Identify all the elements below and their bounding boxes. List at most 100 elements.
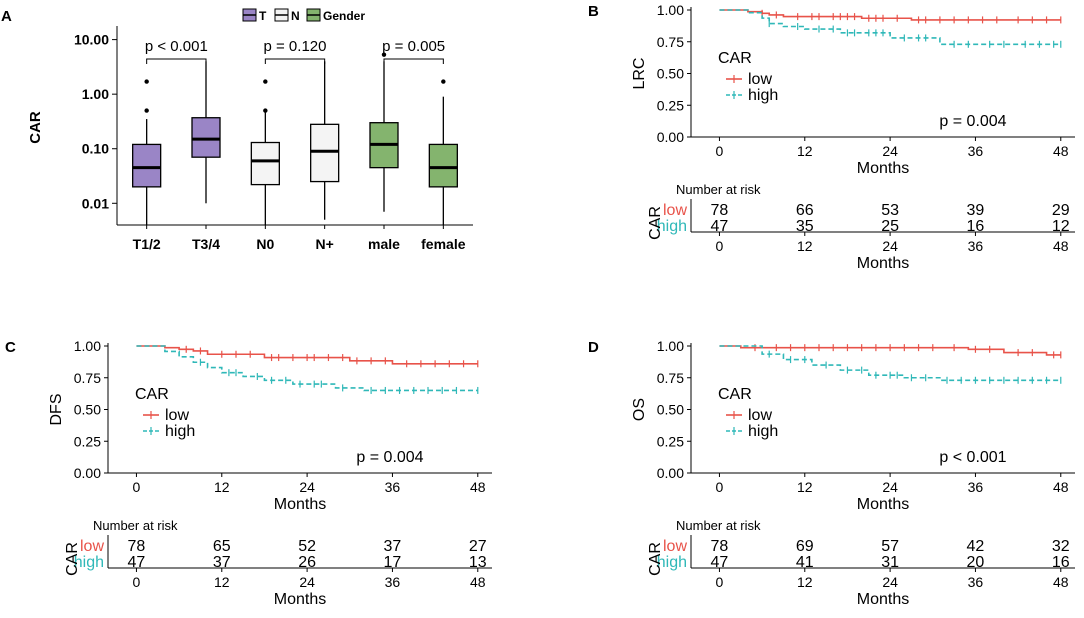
risk-count: 31	[881, 554, 899, 571]
outlier-point	[263, 108, 268, 113]
risk-count: 78	[711, 538, 729, 555]
logrank-p-value: p = 0.004	[939, 113, 1006, 130]
risk-count: 13	[469, 554, 487, 571]
risk-count: 53	[881, 202, 899, 219]
outlier-point	[381, 52, 387, 57]
y-axis-title: LRC	[631, 57, 648, 89]
panel-label: B	[588, 3, 599, 20]
significance-bracket	[264, 58, 326, 64]
risk-count: 41	[796, 554, 814, 571]
x-tick-label: T3/4	[192, 236, 220, 252]
x-tick-label: 36	[968, 143, 984, 159]
x-tick-label: 36	[968, 479, 984, 495]
y-tick-label: 0.25	[657, 433, 684, 449]
outlier-point	[144, 108, 149, 113]
risk-table-x-title: Months	[274, 591, 326, 608]
legend-title: CAR	[135, 386, 169, 403]
risk-count: 69	[796, 538, 814, 555]
x-tick-label: T1/2	[133, 236, 161, 252]
risk-x-tick-label: 48	[1053, 574, 1069, 590]
outlier-point	[441, 79, 446, 84]
logrank-p-value: p < 0.001	[939, 449, 1006, 466]
risk-count: 16	[967, 218, 985, 235]
panel-label: D	[588, 339, 599, 356]
box-n-	[310, 61, 340, 220]
y-axis-title: OS	[631, 398, 648, 421]
x-tick-label: 12	[797, 479, 813, 495]
risk-x-tick-label: 48	[1053, 238, 1069, 254]
y-tick-label: 1.00	[657, 338, 684, 354]
y-tick-label: 0.01	[82, 195, 109, 211]
risk-count: 29	[1052, 202, 1070, 219]
panel-a-boxplot: A 0.01 0.10 1.00 10.00 CAR T1/2 T3/4 N0 N+ male fem…	[1, 8, 473, 252]
outlier-point	[144, 79, 149, 84]
legend-label-low: low	[165, 407, 189, 424]
risk-count: 35	[796, 218, 814, 235]
risk-count: 66	[796, 202, 814, 219]
iqr-box	[428, 143, 458, 188]
p-value-label: p < 0.001	[145, 38, 208, 55]
box-n0	[250, 79, 280, 225]
risk-x-tick-label: 24	[299, 574, 315, 590]
risk-count: 25	[881, 218, 899, 235]
iqr-box	[191, 117, 221, 158]
y-tick-label: 0.75	[657, 370, 684, 386]
risk-x-tick-label: 0	[133, 574, 141, 590]
risk-x-tick-label: 12	[797, 238, 813, 254]
risk-table-y-title: CAR	[647, 206, 664, 240]
p-value-label: p = 0.005	[382, 38, 445, 55]
risk-count: 20	[967, 554, 985, 571]
risk-count: 42	[967, 538, 985, 555]
risk-x-tick-label: 12	[797, 574, 813, 590]
outlier-point	[263, 79, 268, 84]
x-tick-label: 0	[133, 479, 141, 495]
risk-count: 52	[298, 538, 316, 555]
risk-count: 17	[384, 554, 402, 571]
y-tick-label: 0.50	[657, 402, 684, 418]
x-tick-label: 48	[1053, 143, 1069, 159]
legend-label-high: high	[748, 87, 778, 104]
iqr-box	[250, 141, 280, 186]
significance-bracket	[383, 58, 444, 64]
x-tick-label: male	[368, 236, 400, 252]
y-tick-label: 0.50	[74, 402, 101, 418]
risk-table-x-title: Months	[857, 255, 909, 272]
risk-x-tick-label: 24	[882, 238, 898, 254]
risk-table-x-title: Months	[857, 591, 909, 608]
x-tick-label: 24	[882, 479, 898, 495]
x-axis-title: Months	[857, 496, 909, 513]
legend-label-low: low	[748, 71, 772, 88]
x-axis-title: Months	[857, 160, 909, 177]
box-female	[428, 79, 458, 225]
risk-count: 16	[1052, 554, 1070, 571]
y-tick-label: 0.00	[657, 465, 684, 481]
km-curve-high	[136, 345, 478, 392]
risk-row-label-high: high	[657, 554, 687, 571]
risk-count: 37	[384, 538, 402, 555]
x-axis-title: Months	[274, 496, 326, 513]
risk-count: 78	[711, 202, 729, 219]
logrank-p-value: p = 0.004	[356, 449, 423, 466]
risk-count: 47	[711, 218, 729, 235]
km-curve-high	[719, 345, 1061, 382]
legend-label-low: low	[748, 407, 772, 424]
y-tick-label: 10.00	[74, 32, 109, 48]
km-curve-low	[719, 9, 1061, 21]
x-tick-label: 12	[214, 479, 230, 495]
iqr-box	[310, 123, 340, 183]
risk-row-label-high: high	[657, 218, 687, 235]
risk-row-label-high: high	[74, 554, 104, 571]
risk-count: 39	[967, 202, 985, 219]
x-tick-label: 0	[716, 479, 724, 495]
risk-table-y-title: CAR	[647, 542, 664, 576]
y-tick-label: 0.50	[657, 66, 684, 82]
risk-x-tick-label: 36	[385, 574, 401, 590]
p-value-label: p = 0.120	[264, 38, 327, 55]
panel-label: A	[1, 8, 12, 25]
legend-label: T	[259, 9, 267, 23]
risk-row-label-low: low	[663, 202, 687, 219]
x-tick-label: 48	[1053, 479, 1069, 495]
x-tick-label: female	[421, 236, 466, 252]
x-tick-label: N+	[316, 236, 334, 252]
